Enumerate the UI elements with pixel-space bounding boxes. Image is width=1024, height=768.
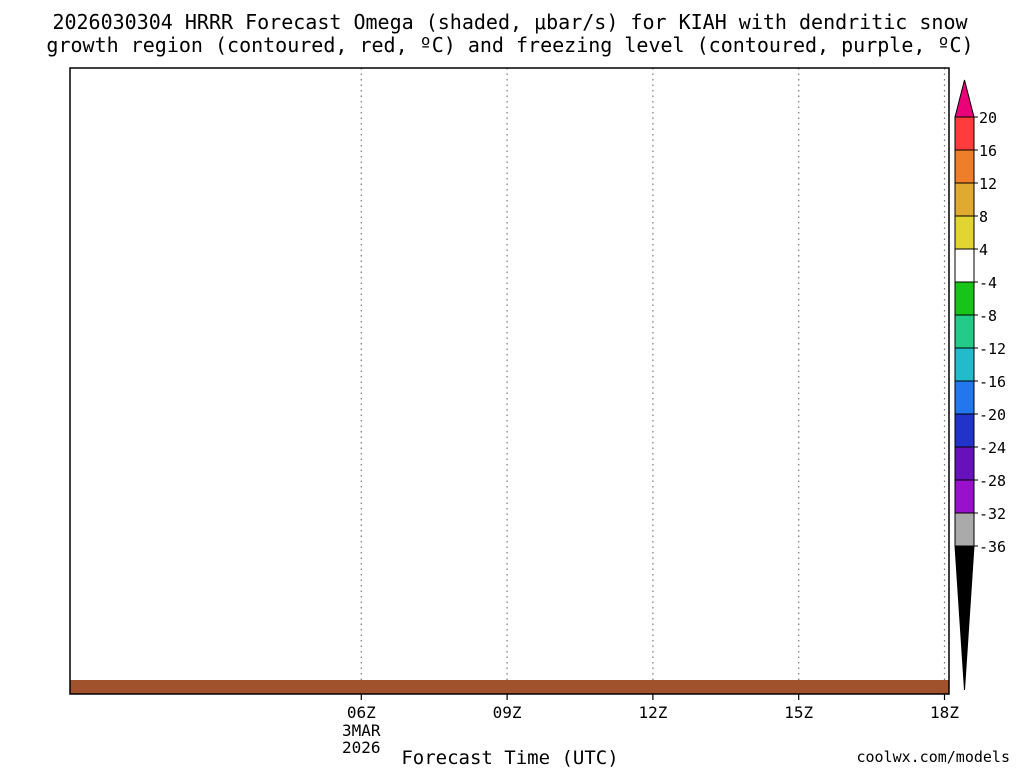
colorbar-label--8: -8 bbox=[979, 307, 997, 325]
colorbar-label-12: 12 bbox=[979, 175, 997, 193]
x-date-label-1: 2026 bbox=[342, 738, 381, 757]
colorbar-label-16: 16 bbox=[979, 142, 997, 160]
colorbar-label--12: -12 bbox=[979, 340, 1006, 358]
title-line-1: 2026030304 HRRR Forecast Omega (shaded, … bbox=[52, 10, 968, 34]
colorbar-swatch-10 bbox=[954, 413, 975, 448]
title-line-2: growth region (contoured, red, ºC) and f… bbox=[46, 33, 973, 57]
colorbar-swatch-13 bbox=[954, 512, 975, 547]
colorbar-label--36: -36 bbox=[979, 538, 1006, 556]
colorbar-label-20: 20 bbox=[979, 109, 997, 127]
x-tick-label-09Z: 09Z bbox=[493, 703, 522, 722]
x-axis-label: Forecast Time (UTC) bbox=[401, 747, 618, 768]
x-date-label-0: 3MAR bbox=[342, 721, 381, 740]
colorbar-label--20: -20 bbox=[979, 406, 1006, 424]
colorbar-label--28: -28 bbox=[979, 472, 1006, 490]
x-axis: 06Z09Z12Z15Z18Z21Z3MAR2026 bbox=[342, 694, 959, 757]
x-tick-label-15Z: 15Z bbox=[784, 703, 813, 722]
colorbar-swatch-4 bbox=[954, 215, 975, 250]
colorbar-label--16: -16 bbox=[979, 373, 1006, 391]
colorbar-label-4: 4 bbox=[979, 241, 988, 259]
colorbar-label--24: -24 bbox=[979, 439, 1006, 457]
colorbar-swatch-2 bbox=[954, 149, 975, 184]
chart-title: 2026030304 HRRR Forecast Omega (shaded, … bbox=[46, 10, 973, 57]
x-tick-label-18Z: 18Z bbox=[930, 703, 959, 722]
colorbar-swatch-6 bbox=[954, 281, 975, 316]
colorbar-swatch-11 bbox=[954, 446, 975, 481]
plot-area: -18-18-1200 bbox=[69, 67, 950, 695]
colorbar-swatch-3 bbox=[954, 182, 975, 217]
colorbar-swatch-8 bbox=[954, 347, 975, 382]
colorbar-swatch-5 bbox=[954, 248, 975, 283]
colorbar-swatch-12 bbox=[954, 479, 975, 514]
ground-strip bbox=[70, 680, 949, 694]
colorbar-swatch-7 bbox=[954, 314, 975, 349]
plot-border bbox=[69, 67, 950, 695]
colorbar-bottom-triangle bbox=[954, 545, 975, 691]
colorbar-label-8: 8 bbox=[979, 208, 988, 226]
colorbar-label--32: -32 bbox=[979, 505, 1006, 523]
x-tick-label-12Z: 12Z bbox=[638, 703, 667, 722]
grid-lines bbox=[360, 68, 946, 694]
x-tick-label-06Z: 06Z bbox=[347, 703, 376, 722]
credit-link[interactable]: coolwx.com/models bbox=[856, 748, 1010, 766]
colorbar-top-triangle bbox=[954, 79, 975, 118]
colorbar: 20 16 12 8 4 -4 -8 -12 -16 -20 -24 -28 -32 -36 bbox=[954, 79, 1006, 691]
colorbar-swatch-1 bbox=[954, 116, 975, 151]
colorbar-swatch-9 bbox=[954, 380, 975, 415]
colorbar-label--4: -4 bbox=[979, 274, 997, 292]
